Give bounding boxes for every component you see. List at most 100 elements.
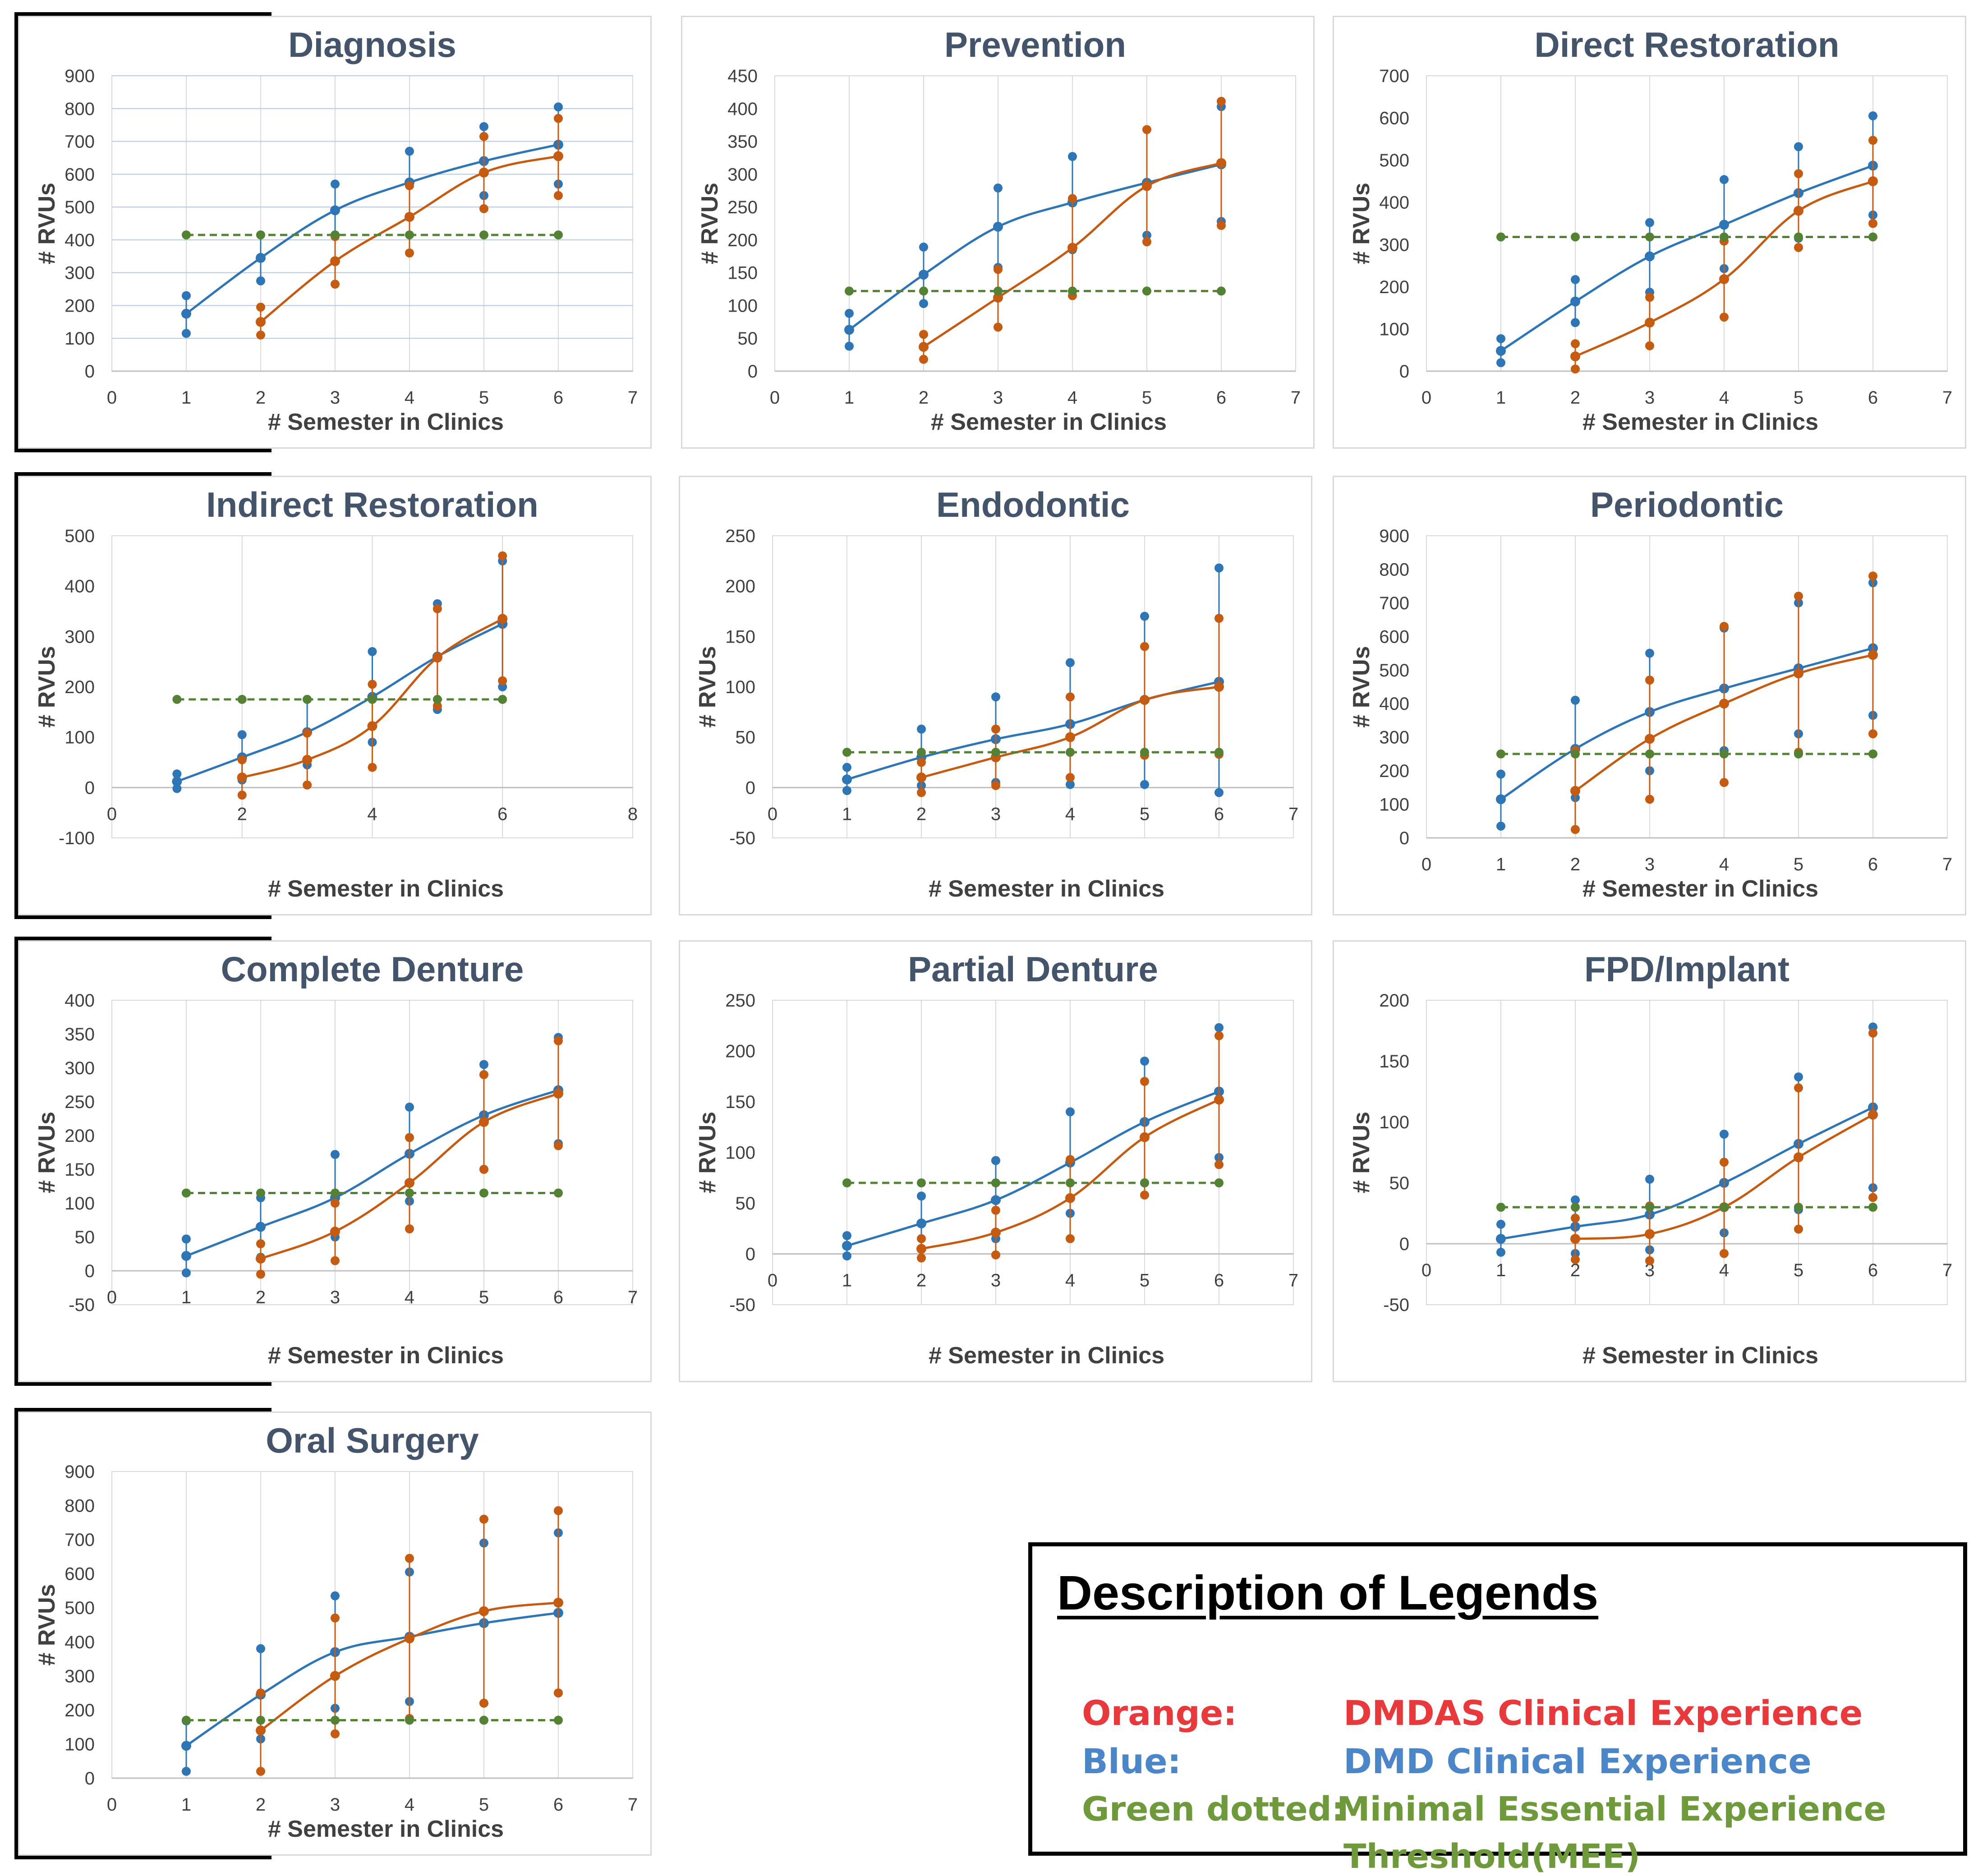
data-point [1570, 786, 1580, 796]
x-tick-label: 7 [1291, 388, 1301, 408]
data-point [1868, 650, 1878, 660]
chart-svg: Complete Denture-50050100150200250300350… [34, 949, 638, 1369]
x-tick-label: 5 [479, 388, 489, 408]
data-point [1570, 351, 1580, 362]
data-point [1719, 274, 1729, 285]
series-green [182, 230, 563, 239]
error-low-point [182, 1766, 191, 1776]
data-point [1216, 158, 1226, 168]
error-high-point [237, 755, 247, 764]
x-tick-label: 2 [919, 388, 929, 408]
chart-panel-1: Diagnosis 0 100 200 300 400 500 600 700 800 900 0 1 2… [18, 16, 652, 449]
y-tick-label: 200 [727, 230, 758, 250]
x-tick-label: 4 [1719, 855, 1729, 874]
data-point [1645, 734, 1655, 744]
error-low-point [554, 1141, 563, 1150]
data-point [256, 1725, 266, 1736]
x-axis-label: # Semester in Clinics [929, 876, 1164, 902]
x-axis-label: # Semester in Clinics [268, 876, 504, 902]
data-point [1720, 232, 1729, 242]
data-point [1794, 749, 1803, 759]
y-tick-label: 150 [725, 627, 755, 647]
x-tick-label: 5 [1794, 1260, 1803, 1280]
y-tick-label: 100 [1379, 795, 1409, 815]
error-high-point [1496, 1219, 1505, 1229]
data-point [479, 1715, 488, 1725]
y-axis-label: # RVUs [34, 646, 60, 727]
error-low-point [256, 1766, 265, 1776]
chart-svg: Endodontic -50 0 50 100 150 200 250 0 1 2 3 4 5 6 7 # Se… [695, 485, 1298, 902]
data-point [405, 1633, 414, 1644]
data-point [917, 1178, 926, 1187]
chart-svg: Indirect Restoration -100 0 100 200 300 400 500… [34, 485, 638, 902]
data-point [405, 1715, 414, 1725]
error-low-point [432, 701, 442, 711]
data-point [1065, 1193, 1075, 1203]
error-high-point [405, 1133, 414, 1142]
data-point [1142, 286, 1151, 296]
panel-corner-top [14, 1408, 271, 1412]
y-axis-label: # RVUs [34, 1112, 60, 1193]
x-tick-label: 2 [237, 804, 247, 824]
data-point [367, 721, 377, 731]
data-point [994, 286, 1003, 296]
x-tick-label: 0 [768, 804, 777, 824]
error-high-point [1066, 658, 1075, 667]
error-low-point [331, 280, 340, 289]
data-point [182, 230, 191, 239]
x-tick-label: 2 [256, 388, 266, 408]
y-tick-label: 500 [64, 198, 95, 217]
error-high-point [554, 1036, 563, 1045]
series-line [185, 1612, 559, 1747]
error-low-point [842, 786, 851, 795]
x-tick-label: 3 [330, 1795, 340, 1815]
error-high-point [331, 1591, 340, 1600]
error-low-point [919, 299, 928, 308]
error-high-point [845, 308, 854, 318]
error-low-point [1868, 1193, 1877, 1202]
x-tick-label: 1 [844, 388, 854, 408]
error-low-point [405, 1224, 414, 1233]
y-tick-label: 300 [64, 263, 95, 283]
error-high-point [919, 330, 928, 339]
data-point [172, 694, 182, 704]
data-point [1066, 748, 1075, 757]
error-high-point [405, 1103, 414, 1112]
error-high-point [1140, 1077, 1149, 1086]
series-line [848, 163, 1222, 331]
series-green [1496, 232, 1877, 242]
error-high-point [331, 179, 340, 189]
error-high-point [1645, 218, 1654, 227]
x-tick-label: 6 [553, 1795, 563, 1815]
x-tick-label: 5 [1794, 388, 1803, 408]
data-point [1214, 1094, 1224, 1105]
data-point [1868, 232, 1877, 242]
y-tick-label: 250 [725, 526, 755, 546]
y-tick-label: 200 [1379, 991, 1409, 1011]
chart-title: Partial Denture [908, 949, 1158, 989]
y-tick-label: 800 [64, 99, 95, 119]
x-tick-label: 1 [181, 1287, 191, 1307]
y-tick-label: 100 [64, 329, 95, 349]
error-low-point [917, 1253, 926, 1263]
x-tick-label: 2 [916, 804, 926, 824]
error-high-point [405, 147, 414, 156]
y-axis-label: # RVUs [1348, 183, 1375, 264]
error-low-point [1571, 825, 1580, 834]
legend-key-blue: Blue: [1082, 1741, 1182, 1781]
plot-area [772, 1000, 1294, 1305]
error-high-point [1217, 97, 1226, 106]
chart-panel-8: Partial Denture -50 0 50 100 150 200 250 0 1 2 3 4 5 6… [679, 940, 1312, 1382]
x-tick-label: 7 [1942, 388, 1952, 408]
panel-corner-bottom [14, 915, 271, 919]
y-tick-label: 500 [1379, 151, 1409, 170]
y-tick-label: 100 [1379, 319, 1409, 339]
x-tick-label: 1 [842, 1271, 852, 1291]
y-tick-label: 150 [727, 263, 758, 283]
y-tick-label: 50 [738, 329, 758, 349]
y-tick-label: 400 [64, 1632, 95, 1652]
x-axis-label: # Semester in Clinics [268, 409, 504, 435]
y-tick-label: 300 [64, 1058, 95, 1078]
x-tick-label: 6 [1214, 1271, 1224, 1291]
y-tick-label: -50 [69, 1295, 95, 1315]
